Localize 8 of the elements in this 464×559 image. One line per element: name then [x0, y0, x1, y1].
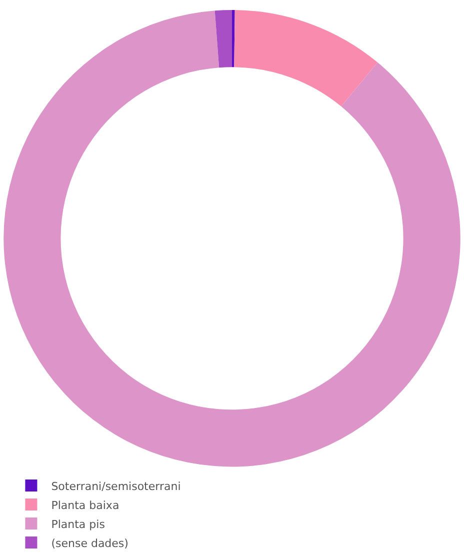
- donut-slice: [214, 10, 232, 68]
- legend-label: (sense dades): [51, 536, 128, 550]
- donut-slice: [232, 10, 235, 68]
- donut-slice: [4, 10, 460, 467]
- donut-slice: [234, 10, 378, 106]
- legend-label: Planta pis: [51, 518, 106, 531]
- legend-label: Planta baixa: [51, 498, 120, 512]
- legend-label: Soterrani/semisoterrani: [51, 480, 181, 493]
